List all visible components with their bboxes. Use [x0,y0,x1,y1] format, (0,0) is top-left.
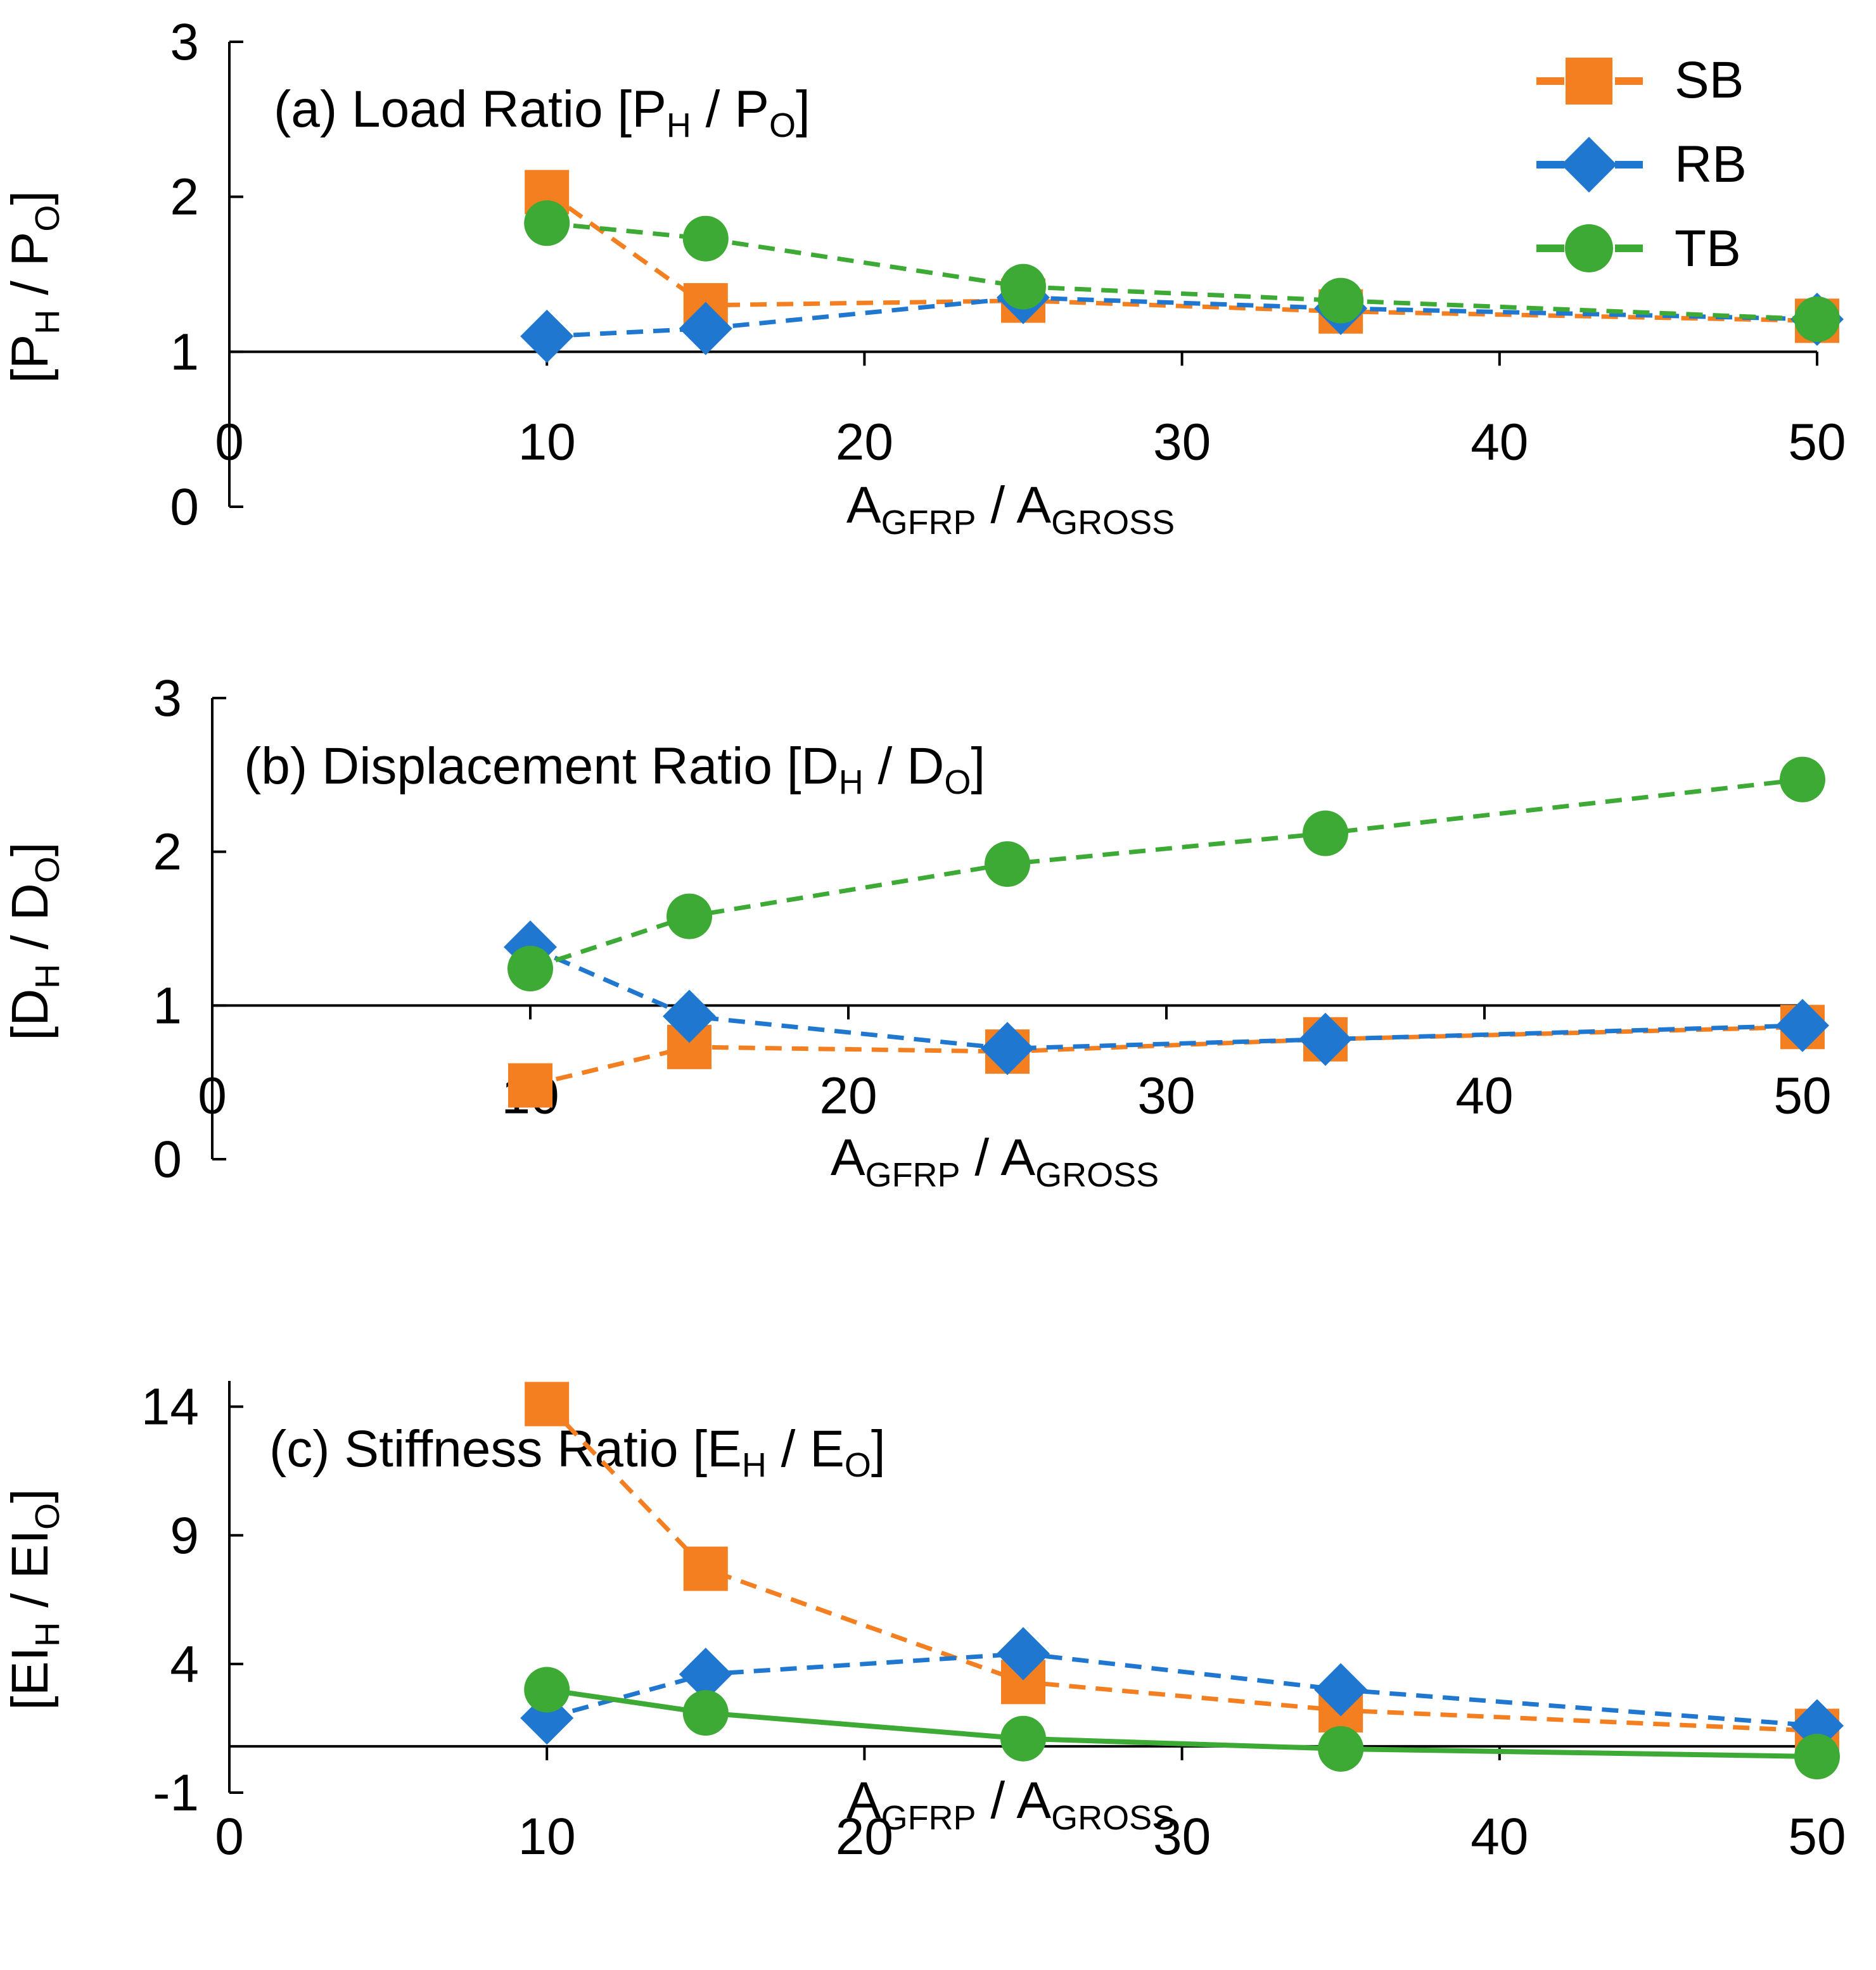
data-point-tb [1000,264,1046,310]
y-tick-label: 4 [170,1636,199,1693]
data-point-rb [1299,1012,1352,1066]
data-point-tb [1318,277,1364,324]
data-point-sb [508,1063,552,1108]
x-tick-label: 50 [1788,1808,1846,1865]
legend-entry-rb: RB [1536,136,1747,193]
legend-marker-sb [1566,58,1612,105]
x-tick-label: 0 [215,1808,244,1865]
data-point-tb [1000,1715,1046,1762]
legend-label-sb: SB [1675,51,1744,109]
series-tb [524,200,1840,342]
y-axis-label: [PH / PO] [1,191,67,383]
series-tb [524,1667,1840,1780]
data-point-tb [667,893,712,939]
legend-label-tb: TB [1675,220,1741,277]
y-tick-label: -1 [153,1764,199,1822]
legend: SB RB TB [1536,51,1747,277]
data-point-rb [679,1648,732,1701]
x-axis-label: AGFRP / AGROSS [846,1772,1175,1837]
legend-entry-sb: SB [1536,51,1744,109]
y-tick-label: 0 [170,478,199,536]
x-tick-label: 10 [518,1808,576,1865]
panel-title: (b) Displacement Ratio [DH / DO] [244,737,985,801]
series-rb [520,1627,1844,1753]
data-point-tb [682,215,729,262]
y-axis-label: [EIH / EIO] [1,1489,67,1710]
x-tick-label: 50 [1788,413,1846,471]
x-tick-label: 30 [1137,1067,1195,1124]
x-tick-label: 50 [1773,1067,1831,1124]
legend-marker-rb [1561,137,1617,193]
x-tick-label: 20 [819,1067,877,1124]
data-point-tb [682,1690,729,1736]
y-tick-label: 2 [153,823,182,881]
data-point-rb [997,1627,1050,1681]
panel-title: (a) Load Ratio [PH / PO] [274,80,810,144]
data-point-rb [981,1022,1034,1076]
data-point-tb [524,1667,570,1713]
data-point-sb [683,1546,728,1591]
data-point-rb [520,309,574,363]
series-tb [507,756,1825,992]
data-point-tb [985,841,1030,887]
series-line-tb [529,777,1803,971]
panel-c: -1 4 9 14 0 10 20 30 40 50 (c) Stiffness Ratio [EH… [1,1378,1846,1865]
data-point-tb [1318,1725,1364,1772]
y-tick-label: 9 [170,1507,199,1565]
y-tick-label: 1 [153,977,182,1034]
data-point-tb [1780,756,1825,803]
y-axis-label: [DH / DO] [1,842,67,1040]
x-axis-label: AGFRP / AGROSS [831,1129,1159,1194]
series-line-rb [529,944,1803,1051]
legend-entry-tb: TB [1536,220,1741,277]
x-tick-label: 40 [1471,413,1528,471]
panel-title: (c) Stiffness Ratio [EH / EO] [269,1420,886,1484]
y-tick-label: 3 [170,13,199,71]
y-tick-label: 0 [153,1131,182,1188]
data-point-tb [1794,1734,1840,1780]
data-point-tb [524,200,570,246]
legend-label-rb: RB [1675,136,1747,193]
x-tick-label: 10 [518,413,576,471]
x-tick-label: 40 [1455,1067,1513,1124]
series-rb [504,920,1829,1076]
data-point-tb [1303,810,1348,856]
data-point-rb [1314,1663,1368,1717]
x-tick-label: 20 [836,1808,893,1865]
data-point-tb [507,946,553,992]
data-point-rb [679,302,732,355]
data-point-rb [1776,998,1829,1052]
series-line-sb [546,190,1818,323]
data-point-sb [525,1382,570,1427]
y-tick-label: 1 [170,323,199,381]
x-tick-label: 20 [836,413,893,471]
legend-marker-tb [1565,224,1613,272]
data-point-rb [663,989,716,1043]
data-point-tb [1794,296,1840,342]
y-tick-label: 2 [170,168,199,226]
x-tick-label: 0 [198,1067,227,1124]
y-tick-label: 3 [153,670,182,727]
x-tick-label: 40 [1471,1808,1528,1865]
x-tick-label: 30 [1153,1808,1211,1865]
x-axis-label: AGFRP / AGROSS [846,476,1175,542]
x-tick-label: 0 [215,413,244,471]
y-tick-label: 14 [141,1378,199,1436]
x-tick-label: 30 [1153,413,1211,471]
